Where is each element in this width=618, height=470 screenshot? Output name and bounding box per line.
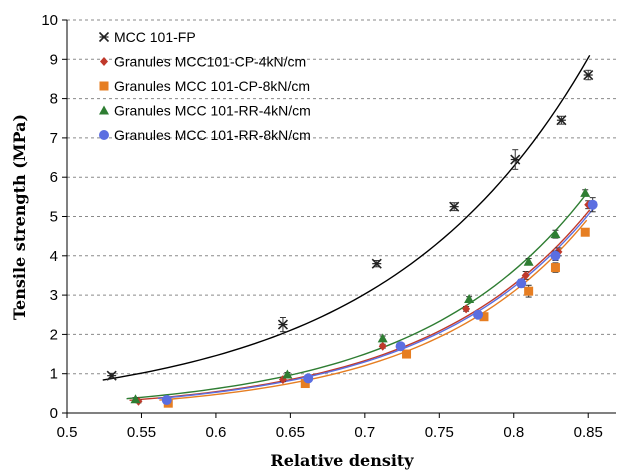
data-point-series-2 bbox=[550, 263, 560, 273]
y-tick-label: 7 bbox=[50, 130, 58, 147]
data-points bbox=[106, 69, 598, 408]
data-point-series-3 bbox=[282, 369, 293, 379]
fit-curve-series-0 bbox=[102, 54, 591, 381]
fit-curve-series-3 bbox=[126, 193, 588, 400]
legend-marker-0 bbox=[98, 31, 110, 43]
data-point-series-3 bbox=[464, 294, 475, 304]
legend: MCC 101-FP Granules MCC101-CP-4kN/cm Granu… bbox=[98, 29, 311, 143]
data-point-series-4 bbox=[587, 199, 598, 210]
fit-curves bbox=[102, 54, 595, 402]
y-tick-label: 3 bbox=[50, 287, 58, 304]
legend-label-1: Granules MCC101-CP-4kN/cm bbox=[114, 54, 306, 70]
y-tick-label: 4 bbox=[50, 248, 58, 265]
fit-curve-series-2 bbox=[159, 219, 588, 401]
data-point-series-2 bbox=[524, 286, 534, 296]
x-tick-label: 0.7 bbox=[354, 424, 375, 441]
legend-label-4: Granules MCC 101-RR-8kN/cm bbox=[114, 127, 311, 143]
data-point-series-2 bbox=[580, 227, 590, 237]
data-point-series-0 bbox=[556, 115, 567, 126]
data-point-series-4 bbox=[516, 278, 527, 289]
x-tick-label: 0.6 bbox=[205, 424, 226, 441]
y-tick-label: 10 bbox=[41, 12, 58, 29]
data-point-series-4 bbox=[303, 373, 314, 384]
y-axis-title: Tensile strength (MPa) bbox=[10, 114, 29, 320]
x-tick-label: 0.5 bbox=[57, 424, 78, 441]
y-tick-label: 2 bbox=[50, 326, 58, 343]
legend-label-3: Granules MCC 101-RR-4kN/cm bbox=[114, 103, 311, 119]
data-point-series-2 bbox=[300, 379, 310, 389]
data-point-series-3 bbox=[523, 256, 534, 266]
legend-marker-2 bbox=[99, 81, 109, 91]
data-point-series-1 bbox=[378, 341, 387, 351]
data-point-series-2 bbox=[402, 349, 412, 359]
x-tick-label: 0.8 bbox=[503, 424, 524, 441]
data-point-series-3 bbox=[377, 333, 388, 343]
data-point-series-1 bbox=[462, 304, 471, 314]
fit-curve-series-4 bbox=[157, 207, 595, 400]
legend-label-2: Granules MCC 101-CP-8kN/cm bbox=[114, 78, 310, 94]
y-tick-label: 9 bbox=[50, 51, 58, 68]
data-point-series-3 bbox=[550, 229, 561, 239]
data-point-series-4 bbox=[550, 250, 561, 261]
legend-marker-4 bbox=[99, 130, 109, 140]
legend-marker-1 bbox=[100, 57, 108, 66]
data-point-series-0 bbox=[106, 370, 117, 381]
grid-lines bbox=[67, 19, 616, 375]
data-point-series-3 bbox=[130, 394, 141, 404]
x-tick-label: 0.85 bbox=[574, 424, 603, 441]
data-point-series-2 bbox=[479, 312, 489, 322]
fit-curve-series-1 bbox=[129, 209, 591, 402]
legend-label-0: MCC 101-FP bbox=[114, 29, 196, 45]
y-tick-label: 1 bbox=[50, 366, 58, 383]
y-tick-label: 5 bbox=[50, 209, 58, 226]
data-point-series-4 bbox=[473, 309, 484, 320]
x-tick-label: 0.65 bbox=[276, 424, 305, 441]
y-tick-label: 8 bbox=[50, 91, 58, 108]
tick-labels: 0 1 2 3 4 5 6 7 8 9 10 0.5 0.55 0.6 0.65 0.7 0.75 0.8 0.85 bbox=[41, 12, 603, 441]
data-point-series-4 bbox=[395, 341, 406, 352]
x-axis-title: Relative density bbox=[270, 451, 414, 470]
data-point-series-0 bbox=[583, 69, 594, 81]
legend-marker-3 bbox=[99, 105, 109, 115]
data-point-series-3 bbox=[580, 187, 591, 197]
data-point-series-4 bbox=[161, 395, 172, 406]
data-point-series-1 bbox=[521, 270, 530, 280]
data-point-series-0 bbox=[510, 154, 521, 165]
data-point-series-0 bbox=[371, 258, 382, 269]
y-tick-label: 0 bbox=[50, 405, 58, 422]
x-tick-label: 0.55 bbox=[127, 424, 156, 441]
data-point-series-0 bbox=[449, 201, 460, 212]
y-tick-label: 6 bbox=[50, 169, 58, 186]
x-tick-label: 0.75 bbox=[425, 424, 454, 441]
axes bbox=[62, 19, 616, 418]
data-point-series-0 bbox=[277, 319, 288, 330]
